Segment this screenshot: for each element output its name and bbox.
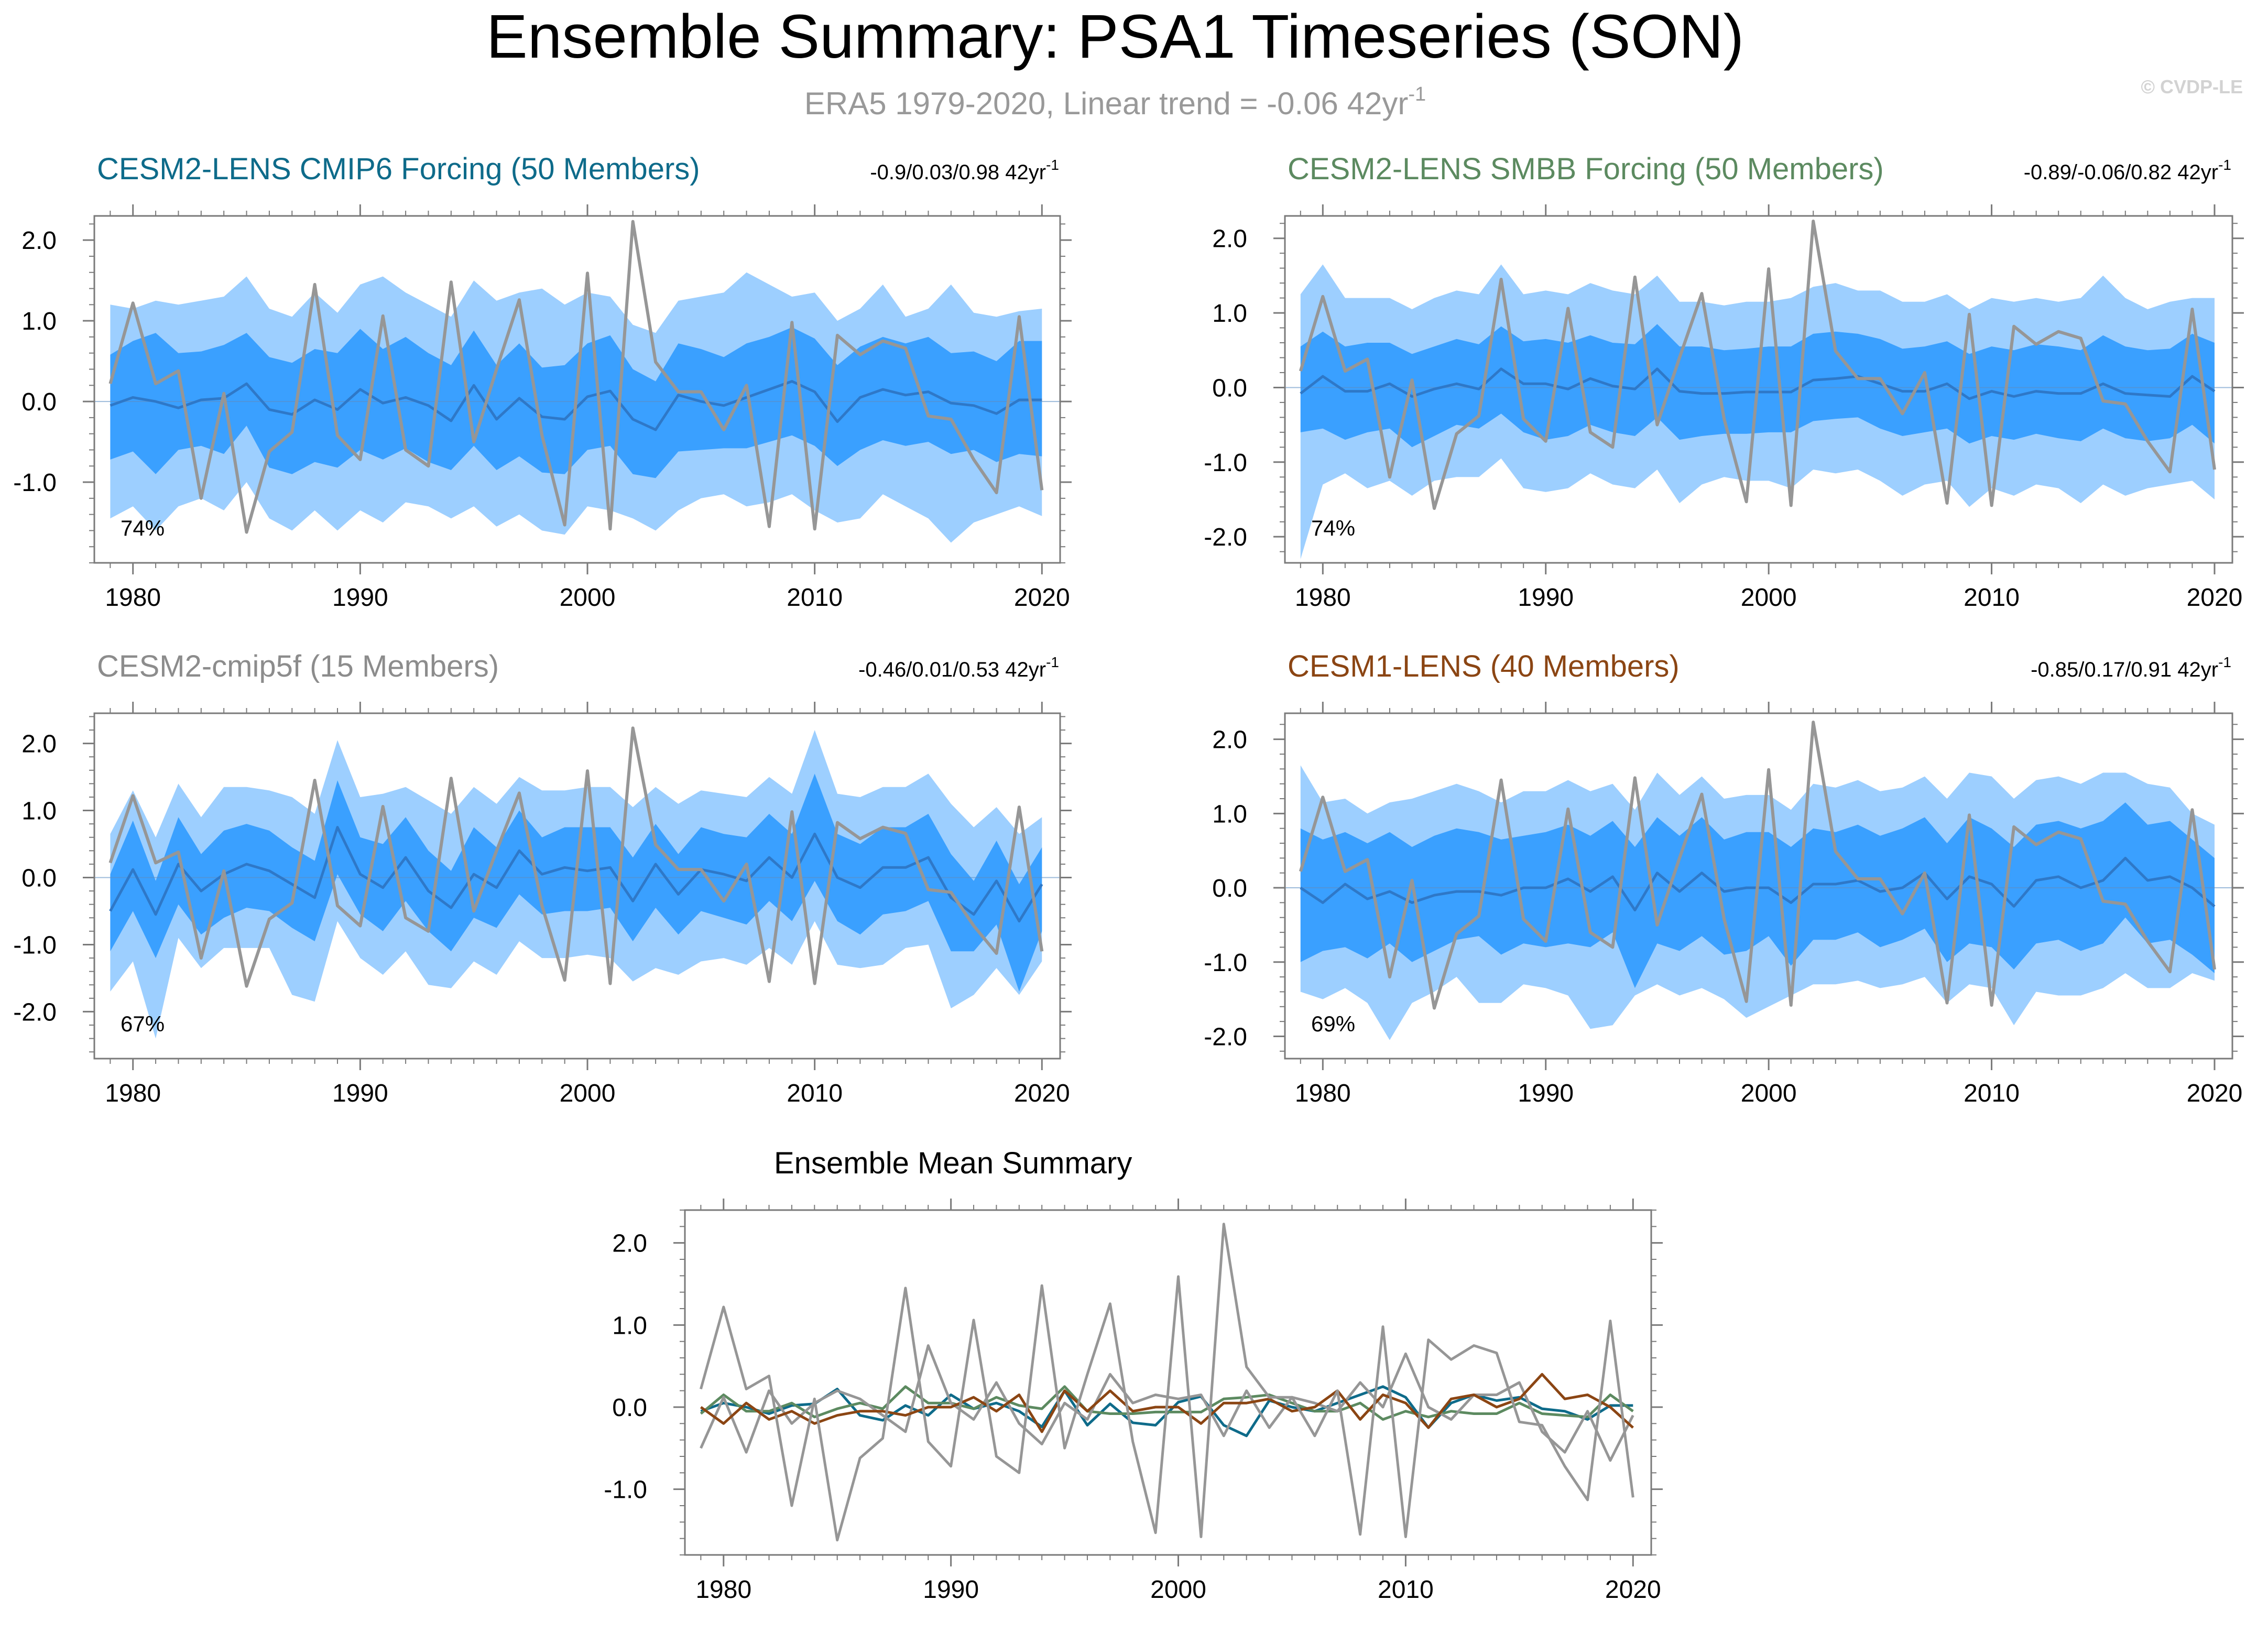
- cmip6-ytick-label: 0.0: [21, 388, 57, 416]
- cmip5f-percent: 67%: [121, 1011, 165, 1036]
- page-subtitle-main: ERA5 1979-2020, Linear trend = -0.06 42y…: [804, 86, 1408, 121]
- cmip6-trend-value: -0.9/0.03/0.98 42yr: [870, 161, 1046, 184]
- smbb-ytick-label: -1.0: [1204, 449, 1247, 477]
- cesm1-ytick-label: 2.0: [1212, 726, 1247, 754]
- smbb-title: CESM2-LENS SMBB Forcing (50 Members): [1288, 152, 1884, 186]
- cesm1-ytick-label: 1.0: [1212, 800, 1247, 828]
- cmip5f-xtick-label: 1990: [332, 1080, 388, 1107]
- ensmean-xtick-label: 2020: [1605, 1576, 1661, 1604]
- cesm1-trend: -0.85/0.17/0.91 42yr-1: [2031, 654, 2231, 681]
- smbb-percent: 74%: [1311, 516, 1355, 540]
- cmip5f-title: CESM2-cmip5f (15 Members): [97, 649, 499, 683]
- smbb-ytick-label: 0.0: [1212, 374, 1247, 402]
- cmip5f-ytick-label: -2.0: [13, 998, 57, 1026]
- cmip6-xtick-label: 1980: [105, 584, 161, 612]
- cmip6-frame: [93, 215, 1061, 564]
- ensmean-ytick-label: 1.0: [612, 1312, 647, 1340]
- ensmean-frame: [684, 1209, 1652, 1556]
- cmip5f-obs-line: [108, 726, 1044, 988]
- smbb-obs-line: [1299, 220, 2216, 510]
- cmip5f-trend-sup: -1: [1046, 654, 1059, 670]
- cmip5f-trend-value: -0.46/0.01/0.53 42yr: [858, 658, 1046, 681]
- cesm1-ytick-label: -2.0: [1204, 1023, 1247, 1051]
- ensmean-ytick-label: 2.0: [612, 1230, 647, 1258]
- panel-cesm1: CESM1-LENS (40 Members) -0.85/0.17/0.91 4…: [1204, 649, 2244, 1107]
- cmip5f-xtick-label: 2020: [1014, 1080, 1070, 1107]
- cesm1-trend-value: -0.85/0.17/0.91 42yr: [2031, 658, 2218, 681]
- cmip5f-ytick-label: -1.0: [13, 931, 57, 959]
- cmip6-title: CESM2-LENS CMIP6 Forcing (50 Members): [97, 152, 700, 186]
- cmip6-ytick-label: 2.0: [21, 227, 57, 255]
- ensmean-title: Ensemble Mean Summary: [774, 1146, 1132, 1180]
- cesm1-obs-line: [1299, 721, 2216, 1010]
- ensmean-xtick-label: 1990: [923, 1576, 979, 1604]
- cmip6-xtick-label: 2020: [1014, 584, 1070, 612]
- cmip6-xtick-label: 1990: [332, 584, 388, 612]
- smbb-ytick-label: 1.0: [1212, 300, 1247, 328]
- cesm1-ytick-label: 0.0: [1212, 875, 1247, 902]
- cesm1-xtick-label: 1980: [1295, 1080, 1351, 1107]
- cmip5f-xtick-label: 2000: [560, 1080, 616, 1107]
- cmip6-trend-sup: -1: [1046, 157, 1059, 173]
- panel-ensmean: Ensemble Mean Summary 2.0 1.0 0.0 -1.0 1980 19…: [604, 1146, 1663, 1604]
- smbb-xtick-label: 2010: [1964, 584, 2020, 612]
- ensmean-xtick-label: 2000: [1150, 1576, 1206, 1604]
- cesm1-ytick-label: -1.0: [1204, 949, 1247, 977]
- smbb-xtick-label: 2020: [2187, 584, 2243, 612]
- cmip5f-ytick-label: 2.0: [21, 731, 57, 758]
- page-subtitle-sup: -1: [1408, 83, 1426, 105]
- cesm1-xtick-label: 2010: [1964, 1080, 2020, 1107]
- ensmean-xtick-label: 2010: [1378, 1576, 1434, 1604]
- cmip6-trend: -0.9/0.03/0.98 42yr-1: [870, 157, 1059, 184]
- cmip6-ytick-label: 1.0: [21, 308, 57, 335]
- cmip5f-frame: [93, 712, 1061, 1060]
- watermark: © CVDP-LE: [2141, 76, 2243, 97]
- smbb-ytick-label: -2.0: [1204, 524, 1247, 551]
- smbb-trend: -0.89/-0.06/0.82 42yr-1: [2024, 157, 2231, 184]
- ensmean-ytick-label: -1.0: [604, 1476, 647, 1504]
- cmip5f-trend: -0.46/0.01/0.53 42yr-1: [858, 654, 1059, 681]
- cmip5f-xtick-label: 1980: [105, 1080, 161, 1107]
- page-title: Ensemble Summary: PSA1 Timeseries (SON): [486, 2, 1744, 71]
- cesm1-frame: [1284, 712, 2233, 1060]
- cmip6-xtick-label: 2010: [787, 584, 843, 612]
- smbb-xtick-label: 2000: [1741, 584, 1797, 612]
- cesm1-xtick-label: 2000: [1741, 1080, 1797, 1107]
- cesm1-percent: 69%: [1311, 1011, 1355, 1036]
- cmip5f-ytick-label: 1.0: [21, 798, 57, 825]
- cmip6-obs-line: [108, 220, 1044, 534]
- ensmean-ytick-label: 0.0: [612, 1394, 647, 1422]
- panel-cmip5f: CESM2-cmip5f (15 Members) -0.46/0.01/0.53…: [13, 649, 1072, 1107]
- cesm1-xtick-label: 2020: [2187, 1080, 2243, 1107]
- panel-cmip6: CESM2-LENS CMIP6 Forcing (50 Members) -0.…: [13, 152, 1072, 612]
- ensmean-line-obs: [699, 1223, 1634, 1542]
- smbb-trend-value: -0.89/-0.06/0.82 42yr: [2024, 161, 2218, 184]
- cmip6-xtick-label: 2000: [560, 584, 616, 612]
- cmip6-ytick-label: -1.0: [13, 469, 57, 497]
- cmip5f-xtick-label: 2010: [787, 1080, 843, 1107]
- smbb-ytick-label: 2.0: [1212, 225, 1247, 253]
- smbb-frame: [1284, 215, 2233, 564]
- ensmean-xtick-label: 1980: [695, 1576, 751, 1604]
- cmip5f-ytick-label: 0.0: [21, 865, 57, 892]
- panel-smbb: CESM2-LENS SMBB Forcing (50 Members) -0.8…: [1204, 152, 2244, 612]
- cmip6-percent: 74%: [121, 516, 165, 540]
- smbb-xtick-label: 1990: [1518, 584, 1574, 612]
- cesm1-xtick-label: 1990: [1518, 1080, 1574, 1107]
- panels: CESM2-LENS CMIP6 Forcing (50 Members) -0.…: [13, 152, 2244, 1604]
- cesm1-trend-sup: -1: [2218, 654, 2231, 670]
- page-subtitle: ERA5 1979-2020, Linear trend = -0.06 42y…: [804, 83, 1426, 121]
- smbb-trend-sup: -1: [2218, 157, 2231, 173]
- cesm1-title: CESM1-LENS (40 Members): [1288, 649, 1680, 683]
- smbb-xtick-label: 1980: [1295, 584, 1351, 612]
